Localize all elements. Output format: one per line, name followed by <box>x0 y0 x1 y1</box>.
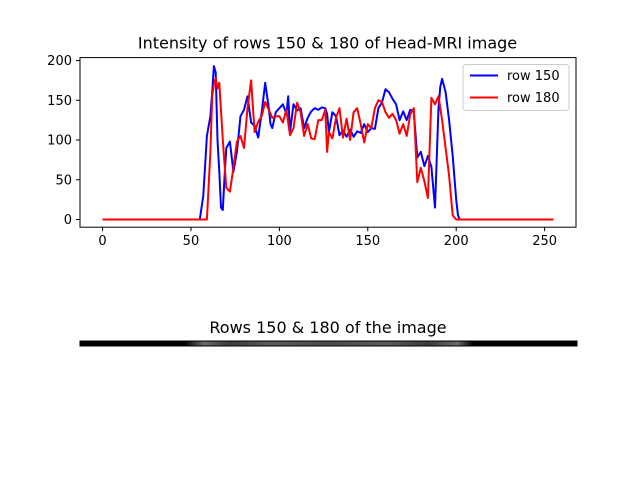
image-panel-title: Rows 150 & 180 of the image <box>209 318 446 337</box>
y-tick-label: 200 <box>47 54 72 69</box>
y-tick-label: 100 <box>47 134 72 149</box>
line-chart: Intensity of rows 150 & 180 of Head-MRI … <box>47 34 577 249</box>
image-rows-strip <box>80 341 577 346</box>
series-line-row-180 <box>102 77 554 221</box>
plot-frame <box>79 57 577 228</box>
legend-label-row-150: row 150 <box>507 69 560 84</box>
y-tick-label: 150 <box>47 94 72 109</box>
chart-title: Intensity of rows 150 & 180 of Head-MRI … <box>138 34 517 53</box>
x-tick-label: 150 <box>355 234 380 249</box>
legend-label-row-180: row 180 <box>507 91 560 106</box>
y-axis: 0 50 100 150 200 <box>47 54 80 228</box>
y-tick-label: 50 <box>55 173 72 188</box>
x-tick-label: 50 <box>183 234 200 249</box>
x-tick-label: 100 <box>267 234 292 249</box>
x-tick-label: 0 <box>98 234 106 249</box>
x-tick-label: 250 <box>532 234 557 249</box>
image-panel: Rows 150 & 180 of the image <box>79 318 578 347</box>
y-tick-label: 0 <box>64 213 72 228</box>
legend: row 150 row 180 <box>462 64 570 111</box>
image-strip-border <box>79 340 578 347</box>
plot-series <box>102 65 554 221</box>
x-axis: 0 50 100 150 200 250 <box>98 227 557 249</box>
x-tick-label: 200 <box>444 234 469 249</box>
series-line-row-150 <box>102 65 554 221</box>
